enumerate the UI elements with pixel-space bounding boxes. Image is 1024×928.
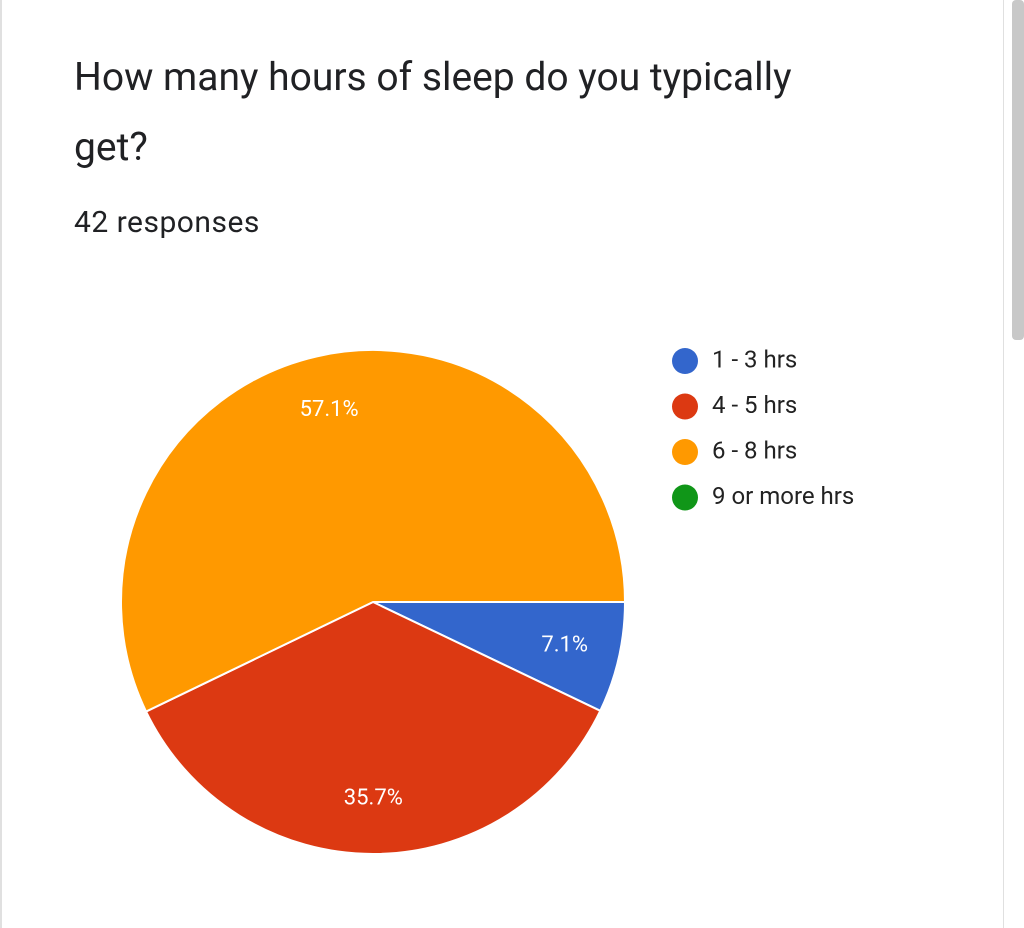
legend-label: 9 or more hrs bbox=[712, 482, 854, 510]
legend-swatch bbox=[672, 393, 698, 420]
chart-subtitle: 42 responses bbox=[74, 205, 260, 240]
pie-slice bbox=[144, 600, 602, 855]
pie-slice bbox=[120, 349, 627, 713]
chart-title: How many hours of sleep do you typically… bbox=[74, 54, 792, 170]
slice-label: 57.1% bbox=[300, 397, 359, 422]
slice-label: 35.7% bbox=[344, 785, 403, 810]
pie-slice bbox=[372, 601, 627, 713]
legend-label: 4 - 5 hrs bbox=[712, 391, 797, 419]
legend-label: 1 - 3 hrs bbox=[712, 345, 797, 373]
legend-label: 6 - 8 hrs bbox=[712, 436, 797, 464]
legend-swatch bbox=[672, 439, 698, 465]
legend-swatch bbox=[672, 348, 698, 374]
slice-label: 7.1% bbox=[541, 632, 588, 657]
scrollbar[interactable] bbox=[1012, 0, 1024, 340]
legend-swatch bbox=[672, 484, 698, 511]
